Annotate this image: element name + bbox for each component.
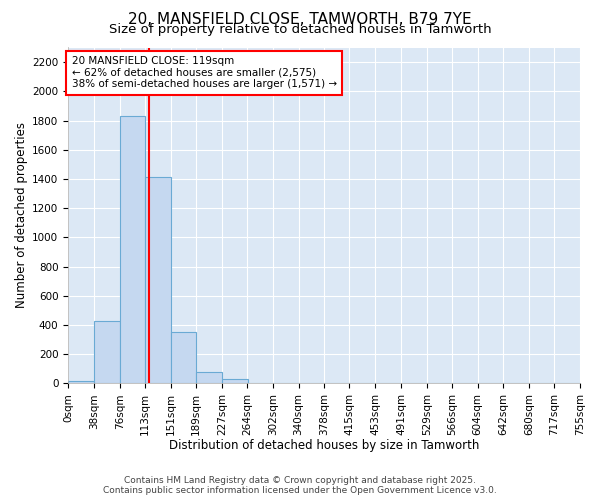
Bar <box>196 372 222 384</box>
Bar <box>94 322 119 384</box>
Y-axis label: Number of detached properties: Number of detached properties <box>15 122 28 308</box>
Text: Size of property relative to detached houses in Tamworth: Size of property relative to detached ho… <box>109 22 491 36</box>
Text: 20, MANSFIELD CLOSE, TAMWORTH, B79 7YE: 20, MANSFIELD CLOSE, TAMWORTH, B79 7YE <box>128 12 472 28</box>
Text: Contains HM Land Registry data © Crown copyright and database right 2025.
Contai: Contains HM Land Registry data © Crown c… <box>103 476 497 495</box>
Bar <box>222 379 248 384</box>
Bar <box>170 332 196 384</box>
Bar <box>145 177 170 384</box>
Bar <box>247 383 273 384</box>
X-axis label: Distribution of detached houses by size in Tamworth: Distribution of detached houses by size … <box>169 440 479 452</box>
Bar <box>119 116 145 384</box>
Text: 20 MANSFIELD CLOSE: 119sqm
← 62% of detached houses are smaller (2,575)
38% of s: 20 MANSFIELD CLOSE: 119sqm ← 62% of deta… <box>71 56 337 90</box>
Bar <box>68 382 94 384</box>
